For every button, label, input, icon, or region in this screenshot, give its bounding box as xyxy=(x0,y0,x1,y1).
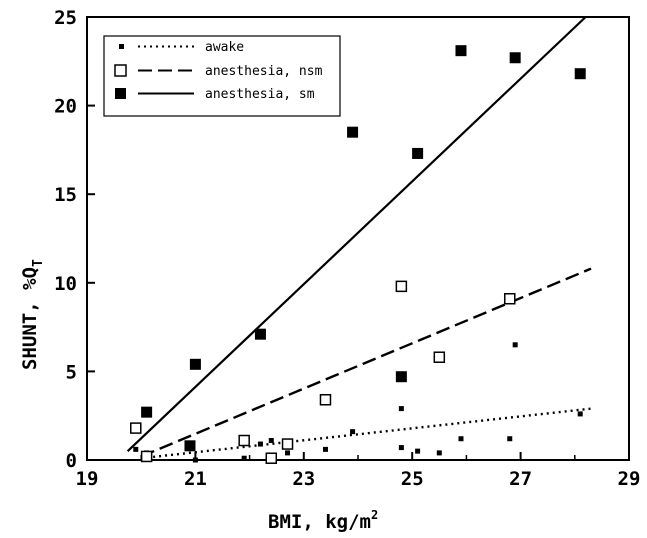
data-point-anesthesia-sm xyxy=(184,440,196,452)
data-point-anesthesia-nsm xyxy=(395,280,408,293)
data-point-awake xyxy=(577,411,583,417)
data-point-awake xyxy=(507,436,513,442)
legend-sm-label: anesthesia, sm xyxy=(205,87,315,102)
fit-line-awake xyxy=(141,407,592,460)
y-tick-label: 25 xyxy=(54,7,77,29)
data-point-awake xyxy=(415,448,421,454)
legend-awake-label: awake xyxy=(205,40,244,55)
data-point-anesthesia-nsm xyxy=(238,434,250,447)
ticks-layer: 19 21 23 25 27 29 0 5 10 15 20 25 xyxy=(54,7,640,490)
y-axis-title: SHUNT, %QT xyxy=(19,259,46,370)
data-point-anesthesia-sm xyxy=(574,68,586,80)
data-point-awake xyxy=(350,429,356,435)
data-point-anesthesia-sm xyxy=(455,45,467,57)
y-tick-label: 15 xyxy=(54,184,77,206)
x-tick-label: 19 xyxy=(76,468,99,490)
y-tick-label: 0 xyxy=(66,450,77,472)
x-tick-label: 25 xyxy=(401,468,424,490)
legend-nsm-label: anesthesia, nsm xyxy=(205,64,323,79)
data-point-awake xyxy=(268,438,274,444)
data-point-anesthesia-nsm xyxy=(281,438,294,450)
data-point-awake xyxy=(285,450,291,456)
data-point-awake xyxy=(133,446,139,452)
legend-sm-marker xyxy=(115,88,126,99)
data-point-awake xyxy=(322,446,328,452)
data-point-awake xyxy=(398,406,404,412)
data-point-awake xyxy=(241,455,247,461)
y-tick-label: 20 xyxy=(54,96,77,118)
data-point-anesthesia-sm xyxy=(347,126,359,138)
points-layer xyxy=(130,45,586,464)
x-tick-label: 21 xyxy=(184,468,207,490)
x-tick-label: 27 xyxy=(509,468,532,490)
legend-awake-marker xyxy=(119,44,124,49)
x-tick-label: 23 xyxy=(292,468,315,490)
data-point-awake xyxy=(257,441,263,447)
legend-box xyxy=(103,35,341,117)
legend: awake anesthesia, nsm anesthesia, sm xyxy=(103,35,341,117)
data-point-awake xyxy=(436,450,442,456)
data-point-anesthesia-nsm xyxy=(504,292,516,305)
data-point-anesthesia-sm xyxy=(189,358,201,370)
fit-line-anesthesia-nsm xyxy=(140,267,592,458)
data-point-anesthesia-sm xyxy=(141,406,153,418)
legend-nsm-marker xyxy=(114,64,127,77)
data-point-anesthesia-sm xyxy=(412,147,424,159)
data-point-anesthesia-sm xyxy=(509,52,521,64)
data-point-anesthesia-nsm xyxy=(433,351,446,363)
y-tick-label: 5 xyxy=(66,361,77,383)
data-point-anesthesia-nsm xyxy=(130,422,142,434)
data-point-awake xyxy=(458,436,464,442)
data-point-awake xyxy=(398,445,404,451)
data-point-awake xyxy=(512,342,518,348)
y-axis-title-subscript: T xyxy=(31,259,46,267)
data-point-anesthesia-nsm xyxy=(265,452,278,464)
data-point-anesthesia-sm xyxy=(395,371,407,383)
data-point-anesthesia-sm xyxy=(254,328,266,340)
data-point-anesthesia-nsm xyxy=(140,450,153,463)
x-tick-label: 29 xyxy=(618,468,641,490)
data-point-awake xyxy=(192,457,198,463)
y-tick-label: 10 xyxy=(54,273,77,295)
fit-line-anesthesia-sm xyxy=(126,16,587,452)
x-axis-title: BMI, kg/m2 xyxy=(268,508,378,533)
data-point-anesthesia-nsm xyxy=(319,394,332,406)
fit-lines-layer xyxy=(126,16,592,460)
x-axis-title-superscript: 2 xyxy=(371,508,378,522)
